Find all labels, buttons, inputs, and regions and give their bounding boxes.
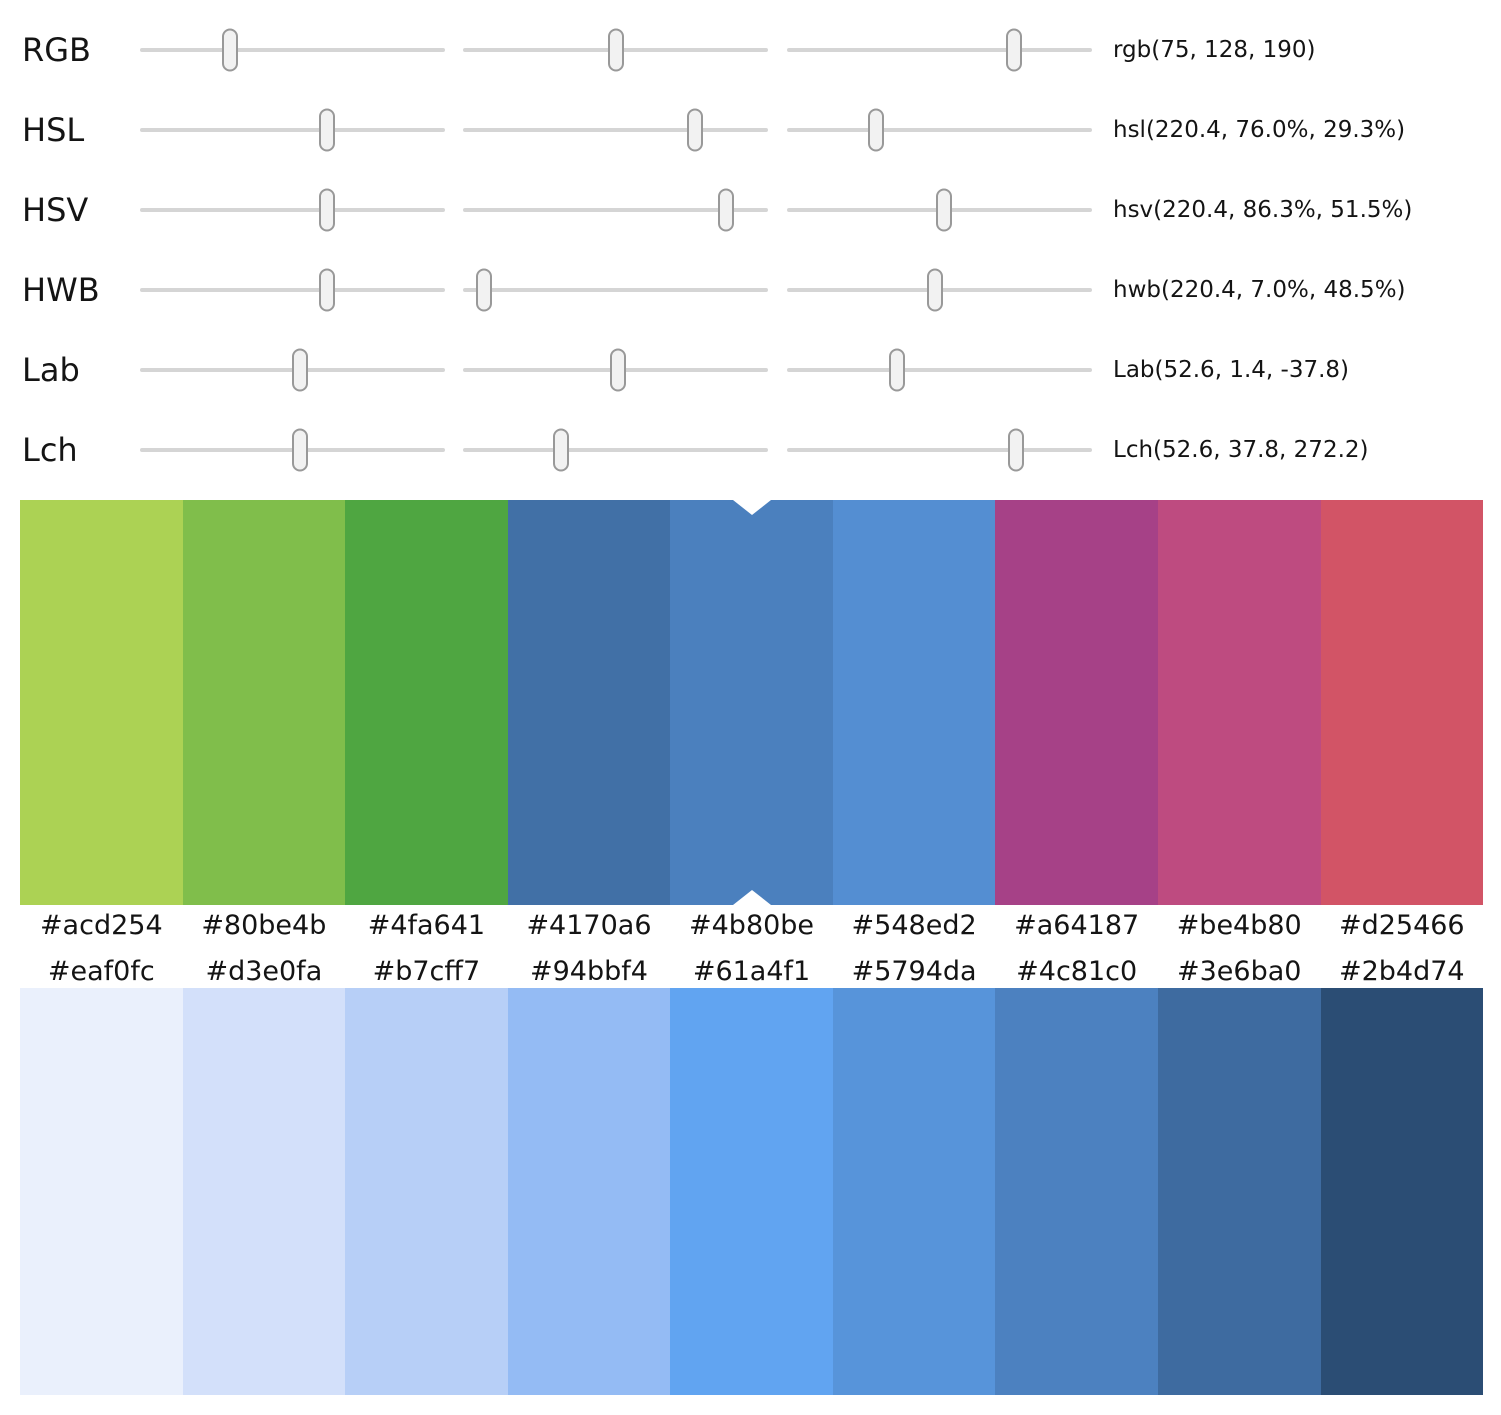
- lab-a-slider-track[interactable]: [463, 348, 768, 392]
- hwb-b-slider-track[interactable]: [787, 268, 1092, 312]
- rgb-g-slider-thumb[interactable]: [608, 28, 625, 72]
- lch-value-text: Lch(52.6, 37.8, 272.2): [1113, 437, 1369, 463]
- slider-row-hsl: HSL hsl(220.4, 76.0%, 29.3%): [0, 90, 1501, 170]
- lab-a-slider-thumb[interactable]: [609, 348, 626, 392]
- hwb-w-slider-thumb[interactable]: [476, 268, 493, 312]
- lab-l-slider-thumb[interactable]: [292, 348, 309, 392]
- hex-label-bottom-4: #61a4f1: [692, 956, 811, 987]
- palette-top-swatch-6[interactable]: [995, 500, 1158, 905]
- hsv-v-slider-thumb[interactable]: [936, 188, 953, 232]
- palette-bottom-swatch-1[interactable]: [182, 988, 346, 1395]
- palette-top-swatch-2[interactable]: [345, 500, 508, 905]
- hex-label-bottom-3: #94bbf4: [529, 956, 648, 987]
- hex-label-bottom-1: #d3e0fa: [205, 956, 323, 987]
- selection-notch-top-icon: [732, 500, 771, 515]
- lch-l-slider-thumb[interactable]: [292, 428, 309, 472]
- hex-label-top-5: #548ed2: [851, 910, 977, 941]
- hwb-h-slider-thumb[interactable]: [318, 268, 335, 312]
- rgb-b-slider-track[interactable]: [787, 28, 1092, 72]
- lch-h-slider-track[interactable]: [787, 428, 1092, 472]
- hex-label-bottom-5: #5794da: [851, 956, 977, 987]
- hsv-s-slider-thumb[interactable]: [718, 188, 735, 232]
- slider-row-label-hsl: HSL: [22, 111, 85, 149]
- palette-top: [20, 500, 1484, 905]
- lab-l-slider-track[interactable]: [140, 348, 445, 392]
- hsv-s-slider-track[interactable]: [463, 188, 768, 232]
- slider-row-hwb: HWB hwb(220.4, 7.0%, 48.5%): [0, 250, 1501, 330]
- palette-top-swatch-1[interactable]: [182, 500, 346, 905]
- hex-label-top-8: #d25466: [1338, 910, 1465, 941]
- rgb-g-slider-track[interactable]: [463, 28, 768, 72]
- hsl-l-slider-track[interactable]: [787, 108, 1092, 152]
- rgb-value-text: rgb(75, 128, 190): [1113, 37, 1316, 63]
- hex-label-bottom-8: #2b4d74: [1338, 956, 1465, 987]
- rgb-b-slider-thumb[interactable]: [1006, 28, 1023, 72]
- hex-label-row-top: #acd254 #80be4b #4fa641 #4170a6 #4b80be …: [20, 906, 1483, 946]
- hex-label-top-1: #80be4b: [201, 910, 327, 941]
- slider-row-hsv: HSV hsv(220.4, 86.3%, 51.5%): [0, 170, 1501, 250]
- hsv-value-text: hsv(220.4, 86.3%, 51.5%): [1113, 197, 1413, 223]
- palette-top-swatch-8[interactable]: [1320, 500, 1484, 905]
- slider-row-rgb: RGB rgb(75, 128, 190): [0, 10, 1501, 90]
- palette-bottom-swatch-5[interactable]: [832, 988, 996, 1395]
- hwb-value-text: hwb(220.4, 7.0%, 48.5%): [1113, 277, 1406, 303]
- hsl-s-slider-track[interactable]: [463, 108, 768, 152]
- hsl-l-slider-thumb[interactable]: [868, 108, 885, 152]
- hex-label-top-2: #4fa641: [367, 910, 486, 941]
- palette-bottom-swatch-6[interactable]: [995, 988, 1158, 1395]
- palette-top-swatch-0[interactable]: [20, 500, 183, 905]
- hsv-h-slider-track[interactable]: [140, 188, 445, 232]
- hex-label-top-4: #4b80be: [689, 910, 815, 941]
- hex-label-bottom-7: #3e6ba0: [1176, 956, 1302, 987]
- lch-c-slider-track[interactable]: [463, 428, 768, 472]
- lch-h-slider-thumb[interactable]: [1008, 428, 1025, 472]
- lch-c-slider-thumb[interactable]: [552, 428, 569, 472]
- lab-value-text: Lab(52.6, 1.4, -37.8): [1113, 357, 1349, 383]
- rgb-r-slider-thumb[interactable]: [221, 28, 238, 72]
- lab-b-slider-track[interactable]: [787, 348, 1092, 392]
- hsv-v-slider-track[interactable]: [787, 188, 1092, 232]
- lch-l-slider-track[interactable]: [140, 428, 445, 472]
- hsl-h-slider-track[interactable]: [140, 108, 445, 152]
- hwb-w-slider-track[interactable]: [463, 268, 768, 312]
- hex-label-top-6: #a64187: [1014, 910, 1140, 941]
- hex-label-bottom-2: #b7cff7: [372, 956, 481, 987]
- hex-label-top-0: #acd254: [39, 910, 163, 941]
- palette-bottom-swatch-2[interactable]: [345, 988, 508, 1395]
- palette-bottom-swatch-8[interactable]: [1320, 988, 1484, 1395]
- slider-row-label-hsv: HSV: [22, 191, 89, 229]
- palette-top-swatch-5[interactable]: [832, 500, 996, 905]
- hex-label-bottom-0: #eaf0fc: [47, 956, 155, 987]
- hex-label-row-bottom: #eaf0fc #d3e0fa #b7cff7 #94bbf4 #61a4f1 …: [20, 952, 1483, 992]
- hex-label-bottom-6: #4c81c0: [1016, 956, 1138, 987]
- palette-bottom-swatch-0[interactable]: [20, 988, 183, 1395]
- palette-bottom: [20, 988, 1484, 1395]
- palette-bottom-swatch-7[interactable]: [1157, 988, 1321, 1395]
- hwb-h-slider-track[interactable]: [140, 268, 445, 312]
- lab-b-slider-thumb[interactable]: [888, 348, 905, 392]
- palette-bottom-swatch-3[interactable]: [507, 988, 671, 1395]
- hwb-b-slider-thumb[interactable]: [926, 268, 943, 312]
- slider-row-label-rgb: RGB: [22, 31, 91, 69]
- slider-row-label-lch: Lch: [22, 431, 78, 469]
- slider-row-label-lab: Lab: [22, 351, 80, 389]
- slider-row-lab: Lab Lab(52.6, 1.4, -37.8): [0, 330, 1501, 410]
- palette-top-swatch-3[interactable]: [507, 500, 671, 905]
- slider-row-lch: Lch Lch(52.6, 37.8, 272.2): [0, 410, 1501, 490]
- hsl-h-slider-thumb[interactable]: [318, 108, 335, 152]
- hsv-h-slider-thumb[interactable]: [318, 188, 335, 232]
- hex-label-top-7: #be4b80: [1176, 910, 1302, 941]
- rgb-r-slider-track[interactable]: [140, 28, 445, 72]
- slider-row-label-hwb: HWB: [22, 271, 100, 309]
- hsl-value-text: hsl(220.4, 76.0%, 29.3%): [1113, 117, 1406, 143]
- palette-bottom-swatch-4[interactable]: [670, 988, 833, 1395]
- selection-notch-bottom-icon: [732, 890, 771, 905]
- palette-top-swatch-4[interactable]: [670, 500, 833, 905]
- palette-top-swatch-7[interactable]: [1157, 500, 1321, 905]
- hsl-s-slider-thumb[interactable]: [686, 108, 703, 152]
- hex-label-top-3: #4170a6: [526, 910, 652, 941]
